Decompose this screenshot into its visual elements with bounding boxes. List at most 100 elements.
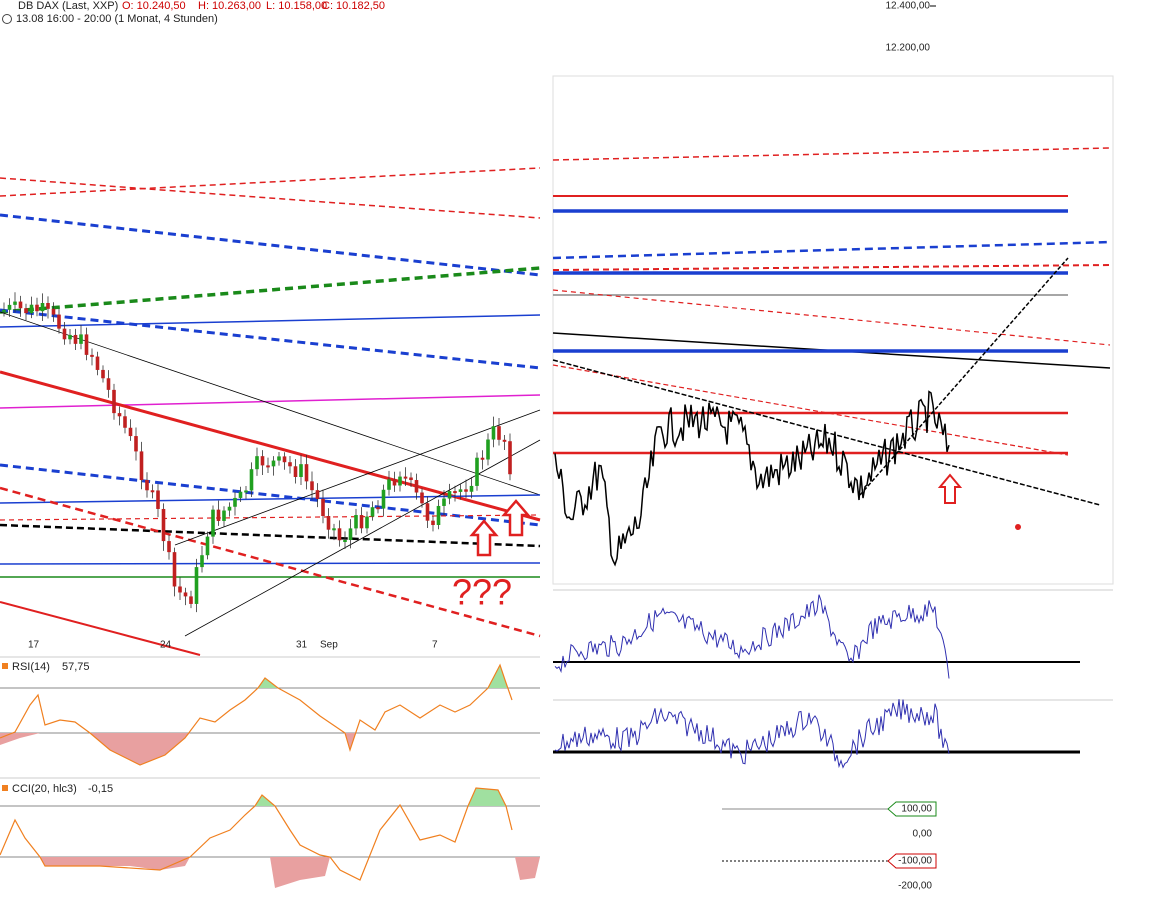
arrow [469,519,499,557]
candle-body [35,304,39,312]
rsi-line [554,594,950,679]
trend-line [0,514,541,521]
trend-line [0,601,201,656]
candle-body [167,541,171,553]
high: H: 10.263,00 [198,0,261,12]
candle-body [205,536,210,556]
candle-body [365,516,369,529]
candle-body [277,456,281,461]
candle-body [502,439,507,442]
low: L: 10.158,00 [266,0,327,12]
candle-body [73,334,78,344]
candle-body [398,476,402,486]
oversold-area [270,857,330,888]
candle-body [95,356,100,370]
overbought-area [258,678,278,688]
candle-body [266,465,270,468]
axis-label: 100,00 [901,804,932,815]
candle-body [150,490,155,493]
candle-body [128,427,133,437]
candle-body [139,451,144,481]
candle-body [57,314,61,329]
candle-body [464,489,468,492]
candle-body [326,515,331,530]
legend-swatch [2,663,8,669]
candle-body [172,552,177,587]
trend-line [174,409,541,546]
candle-body [409,477,413,481]
candle-body [249,469,254,491]
arrow [501,499,531,537]
x-label: 17 [28,640,40,651]
overbought-area [255,795,275,806]
candle-body [194,567,199,604]
candle-body [370,507,375,517]
candle-body [497,426,501,440]
candle-body [46,303,50,309]
candle-body [293,466,298,477]
x-label: 7 [432,640,438,651]
candle-body [321,498,325,516]
candle-body [13,301,17,305]
candle-body [79,334,83,344]
candle-body [227,506,232,511]
candle-body [101,369,105,379]
trend-line [552,359,1101,506]
price-line [554,390,950,567]
candle-body [84,334,89,355]
rsi-line [0,663,513,766]
candle-body [40,303,45,312]
candle-body [354,515,358,529]
overbought-area [488,665,508,688]
candle-body [233,497,237,507]
candle-body [260,456,265,466]
oversold-area [40,857,190,870]
right-panel: 12.400,00 12.200,00 100,00 0,00 -100,00 [552,1,1114,892]
value-tag [887,801,937,817]
candle-body [24,308,28,314]
trend-line [0,167,541,197]
candle-body [282,456,287,463]
x-label: 24 [160,640,172,651]
candle-body [387,479,391,490]
trend-line [0,523,541,548]
open: O: 10.240,50 [122,0,186,12]
candle-body [310,481,314,491]
candle-body [425,503,430,521]
trend-line [552,289,1111,346]
axis-label: -200,00 [898,881,932,892]
candle-body [359,515,364,529]
candle-body [508,441,512,475]
candle-body [447,491,452,499]
instrument: DB DAX (Last, XXP) [18,0,118,12]
candle-body [480,457,485,460]
candle-body [420,492,424,504]
candle-body [178,586,182,593]
candle-body [18,301,23,309]
candle-body [475,457,479,486]
candle-body [491,426,496,440]
trend-line [552,264,1111,271]
candle-body [299,464,303,477]
oversold-area [515,857,540,880]
candle-body [469,485,474,492]
candle-body [304,464,309,482]
axis-label: 12.400,00 [886,1,931,12]
candle-body [348,528,353,541]
arrow [937,473,963,504]
candle-body [222,510,226,521]
candle-body [117,413,122,417]
candle-body [414,480,419,493]
rsi-panel: RSI(14) 57,75 [0,656,540,766]
inner-chart [552,75,1114,585]
candle-body [2,309,6,312]
cci-line [0,787,513,881]
candle-body [211,509,215,537]
axis-label: 0,00 [913,829,933,840]
candle-body [216,509,221,521]
cci-line [554,699,950,769]
axis-label: -100,00 [898,856,932,867]
candle-body [403,476,408,479]
period: 13.08 16:00 - 20:00 (1 Monat, 4 Stunden) [16,13,218,25]
